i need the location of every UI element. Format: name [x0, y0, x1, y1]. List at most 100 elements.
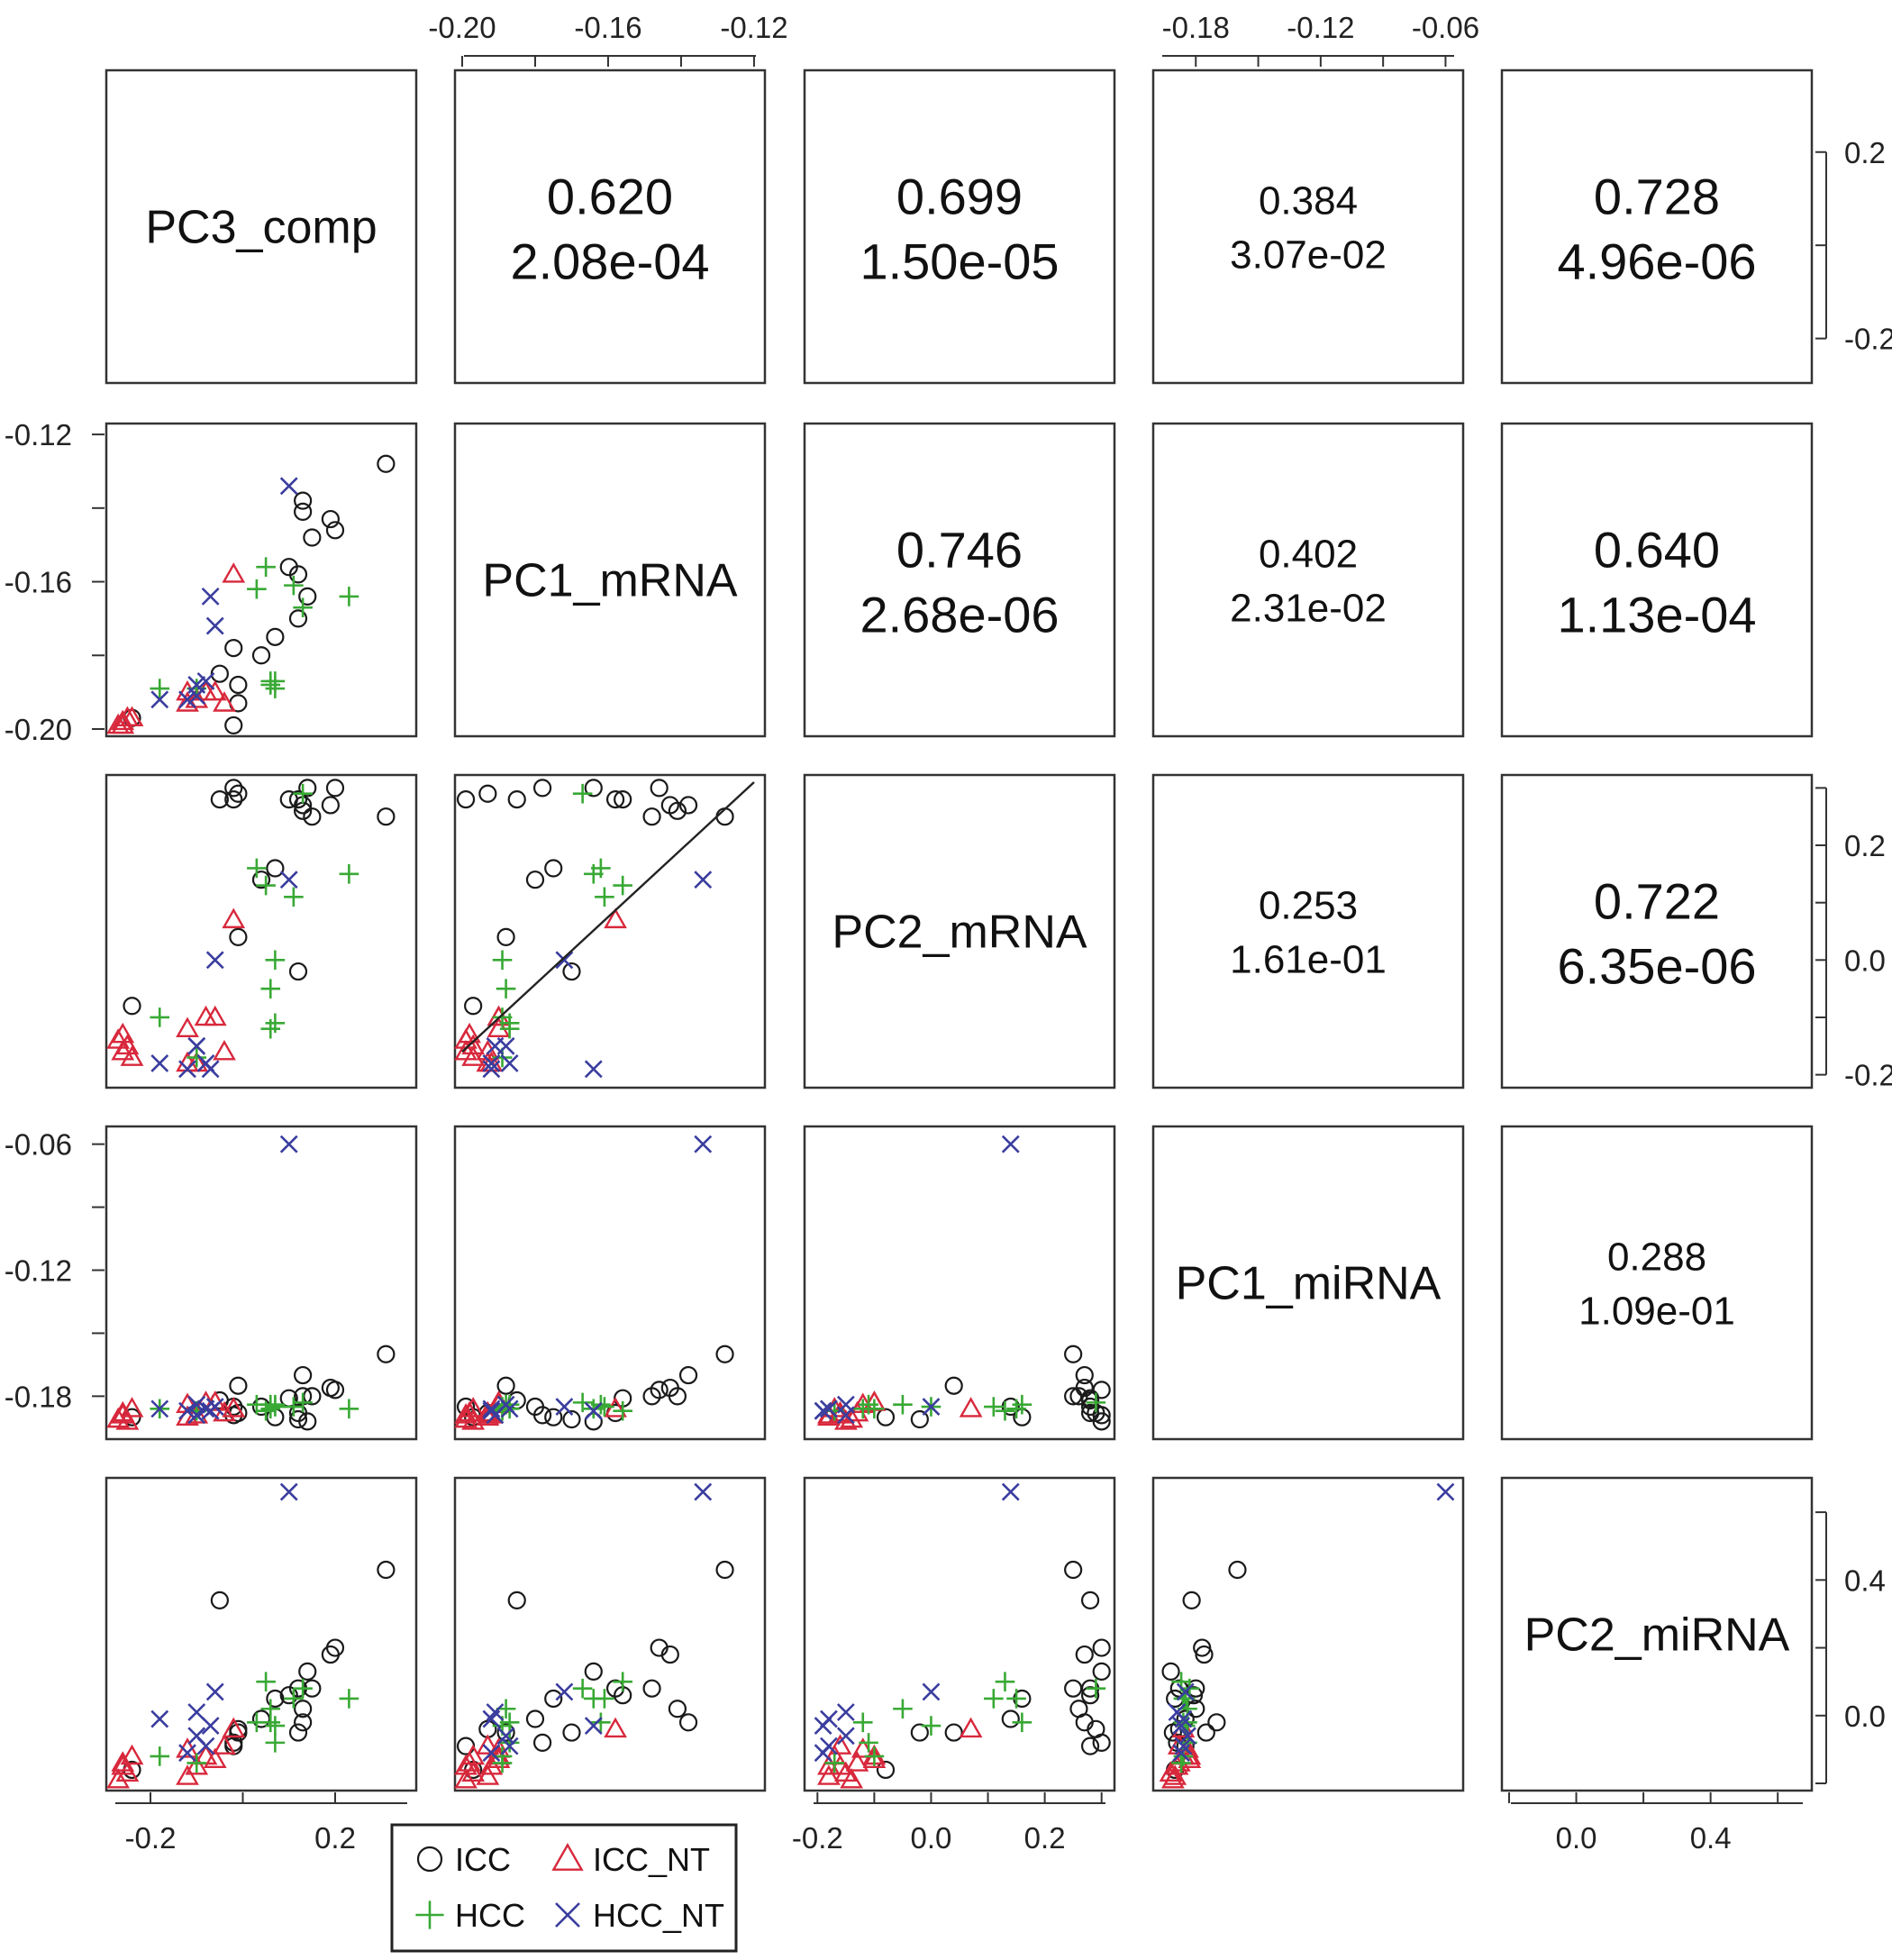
point-icc_nt-22	[111, 1754, 135, 1775]
point-icc-1	[1080, 1737, 1100, 1755]
point-icc-15	[1075, 1365, 1094, 1385]
point-hcc-40	[265, 1733, 286, 1753]
correlation-p-value: 1.61e-01	[1230, 938, 1387, 982]
point-hcc_nt-48	[694, 1482, 713, 1501]
point-icc_nt-23	[1178, 1747, 1202, 1768]
top-tick-label: -0.06	[1412, 11, 1479, 44]
correlation-p-value: 2.31e-02	[1230, 587, 1387, 631]
correlation-coefficient: 0.402	[1259, 533, 1358, 577]
point-icc_nt-21	[120, 706, 144, 727]
panel-PC1_miRNA-PC2_mRNA	[803, 1125, 1116, 1441]
variable-label: PC3_comp	[145, 202, 377, 254]
panel-PC1_miRNA-PC1_miRNA: PC1_miRNA	[1151, 1125, 1465, 1441]
panel-PC1_mRNA-PC1_mRNA: PC1_mRNA	[453, 422, 767, 738]
point-icc_nt-20	[106, 1028, 130, 1049]
correlation-p-value: 1.09e-01	[1578, 1290, 1735, 1334]
point-hcc_nt-48	[279, 1135, 298, 1153]
point-hcc_nt-43	[1172, 1744, 1191, 1763]
legend-marker-icc	[416, 1846, 443, 1873]
point-icc-17	[1069, 1387, 1088, 1406]
correlation-p-value: 1.13e-04	[1557, 587, 1756, 643]
point-hcc_nt-46	[201, 1060, 220, 1079]
point-icc-11	[1092, 1638, 1111, 1657]
point-hcc-40	[499, 1733, 520, 1753]
correlation-coefficient: 0.384	[1259, 179, 1358, 223]
point-hcc_nt-46	[584, 1717, 603, 1735]
point-icc-11	[325, 779, 345, 798]
legend-label: ICC_NT	[593, 1841, 710, 1878]
point-icc-9	[614, 789, 632, 809]
point-icc_nt-29	[479, 1754, 504, 1775]
point-hcc_nt-41	[150, 1053, 169, 1072]
point-hcc_nt-46	[1172, 1717, 1191, 1735]
legend-frame	[390, 1823, 738, 1953]
point-hcc-30	[150, 679, 170, 698]
panel-PC2_miRNA-PC1_miRNA	[1151, 1476, 1465, 1792]
legend-item-hcc: HCC	[415, 1897, 525, 1934]
point-icc_nt-19	[461, 1761, 486, 1782]
point-icc_nt-20	[106, 1768, 130, 1789]
point-icc-14	[715, 1560, 734, 1580]
point-hcc_nt-48	[1436, 1482, 1455, 1501]
point-icc_nt-18	[845, 1751, 869, 1772]
point-icc_nt-27	[817, 1764, 841, 1785]
point-hcc-37	[595, 887, 614, 907]
panel-frame	[803, 773, 1116, 1089]
point-icc-3	[496, 1723, 515, 1742]
point-hcc-40	[265, 1013, 286, 1034]
panel-PC3_comp-PC1_miRNA: 0.384 3.07e-02	[1151, 68, 1465, 385]
point-hcc-39	[1006, 1689, 1026, 1709]
point-hcc_nt-41	[150, 690, 169, 709]
point-icc_nt-23	[203, 1747, 227, 1768]
point-icc-11	[650, 1381, 669, 1399]
panel-PC3_comp-PC2_mRNA: 0.699 1.50e-05	[803, 68, 1116, 385]
right-tick-label: -0.2	[1844, 1059, 1892, 1092]
point-icc-16	[1092, 1406, 1111, 1425]
panel-PC2_miRNA-PC2_mRNA	[803, 1476, 1116, 1792]
point-icc-12	[1075, 1645, 1094, 1664]
right-tick-label: 0.2	[1844, 136, 1886, 169]
point-icc-13	[210, 1591, 229, 1609]
point-icc-6	[562, 1409, 581, 1429]
point-icc-6	[288, 962, 308, 981]
point-icc-5	[544, 1408, 563, 1427]
correlation-coefficient: 0.253	[1259, 884, 1358, 928]
point-hcc-38	[852, 1712, 873, 1733]
point-icc_nt-20	[106, 1407, 130, 1428]
point-hcc-35	[613, 1400, 632, 1421]
point-icc_nt-24	[959, 1717, 983, 1738]
bottom-tick-label: 0.0	[911, 1821, 952, 1855]
point-hcc-31	[1171, 1753, 1191, 1773]
point-icc-1	[456, 789, 476, 809]
point-icc_nt-20	[454, 1768, 478, 1789]
point-icc-3	[944, 1723, 963, 1742]
point-hcc_nt-48	[279, 871, 298, 889]
point-icc-6	[288, 1409, 308, 1429]
point-icc-14	[377, 454, 396, 473]
point-hcc-40	[265, 1394, 286, 1415]
point-icc_nt-26	[476, 1734, 500, 1755]
panel-frame	[1151, 773, 1465, 1089]
panel-PC2_miRNA-PC2_miRNA: PC2_miRNA	[1500, 1476, 1814, 1792]
correlation-coefficient: 0.746	[896, 522, 1023, 579]
point-icc-10	[1064, 1679, 1083, 1698]
point-icc-3	[944, 1376, 963, 1395]
point-hcc_nt-45	[500, 1053, 519, 1072]
point-hcc-31	[492, 1753, 513, 1773]
point-hcc-35	[256, 557, 276, 577]
point-hcc_nt-47	[922, 1682, 941, 1701]
point-hcc-34	[572, 1392, 593, 1413]
point-icc_nt-24	[222, 1397, 246, 1418]
point-hcc-33	[591, 1712, 611, 1733]
point-hcc-37	[284, 887, 304, 907]
panel-frame	[803, 68, 1116, 385]
point-icc_nt-26	[213, 1039, 236, 1061]
point-hcc_nt-48	[279, 477, 298, 496]
point-hcc-36	[492, 950, 513, 971]
point-icc_nt-23	[862, 1747, 887, 1768]
point-icc-15	[1207, 1713, 1226, 1732]
right-tick-label: 0.0	[1844, 944, 1886, 977]
top-tick-label: -0.16	[574, 11, 641, 44]
panel-frame	[1500, 1476, 1814, 1792]
point-icc-12	[321, 796, 340, 815]
